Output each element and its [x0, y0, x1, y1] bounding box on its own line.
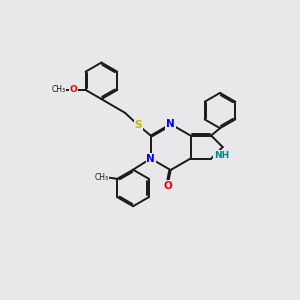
Text: NH: NH — [214, 151, 229, 160]
Text: N: N — [166, 119, 175, 129]
Text: CH₃: CH₃ — [95, 173, 109, 182]
Text: S: S — [135, 120, 142, 130]
Text: O: O — [164, 181, 172, 191]
Text: N: N — [146, 154, 155, 164]
Text: O: O — [70, 85, 78, 94]
Text: CH₃: CH₃ — [52, 85, 66, 94]
